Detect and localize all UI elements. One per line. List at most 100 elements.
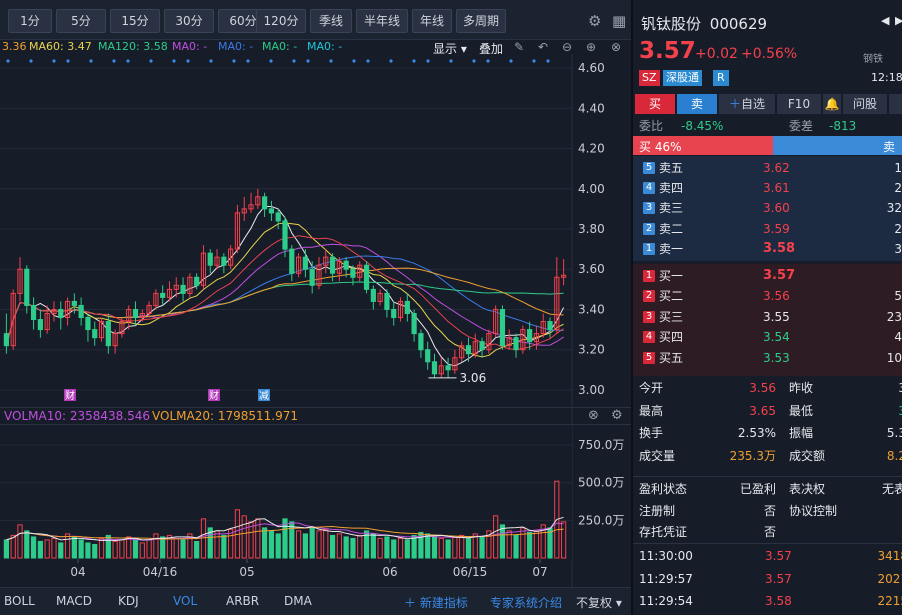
volume-bar [153,533,159,559]
sell-button[interactable]: 卖 [677,94,717,114]
bid-row[interactable]: 1 买一 3.57 [633,266,902,286]
bid-row[interactable]: 4 买四 3.54 4 [633,327,902,347]
prev-stock-icon[interactable]: ◀ [881,14,890,27]
period-30min-button[interactable]: 30分 [164,9,214,33]
candle [493,305,499,338]
candle-body [268,208,275,214]
bid-volume: 10 [886,350,902,365]
tab-macd[interactable]: MACD [56,594,92,608]
tab-vol[interactable]: VOL [173,594,198,608]
volume-bar [493,515,499,559]
tab-dma[interactable]: DMA [284,594,312,608]
candle-body [350,268,356,278]
period-5min-button[interactable]: 5分 [56,9,106,33]
candle [248,192,254,213]
ask-row[interactable]: 1 卖一 3.58 3 [633,239,902,259]
connect-tag[interactable]: 深股通 [663,70,702,86]
candle-body [98,321,105,339]
stock-name: 钒钛股份 [641,15,702,33]
candle-body [207,252,213,266]
candle [363,261,370,294]
candle-body [58,308,64,319]
candle-body [234,212,241,250]
gear-icon[interactable]: ⚙ [588,12,602,30]
candle-body [343,260,349,270]
candle [343,257,349,278]
add-watchlist-button[interactable]: ＋自选 [719,94,775,114]
bell-icon[interactable]: 🔔 [823,94,841,114]
grid-icon[interactable]: ▦ [612,12,627,30]
more-button[interactable] [889,94,902,114]
new-indicator-button[interactable]: ＋ 新建指标 [404,596,468,610]
display-menu[interactable]: 显示 ▾ [433,42,467,56]
zoom-in-icon[interactable]: ⊕ [586,40,597,54]
price-grid [0,54,631,587]
volume-bar [391,539,397,559]
period-halfyear-button[interactable]: 半年线 [356,9,408,33]
close-icon[interactable]: ⊗ [588,408,599,423]
volume-bar [139,542,145,559]
profile-label: 协议控制 [789,503,838,518]
period-quarter-button[interactable]: 季线 [310,9,352,33]
volume-bar [506,530,512,559]
candle [289,245,295,282]
tab-boll[interactable]: BOLL [4,594,35,608]
weibi-row: 委比 -8.45% 委差 -813 [633,116,902,136]
overlay-button[interactable]: 叠加 [479,42,504,56]
candle [350,265,356,286]
candle-body [486,333,492,351]
candle [513,333,519,358]
bid-row[interactable]: 5 买五 3.53 10 [633,348,902,368]
candle [316,257,322,290]
event-marker[interactable]: 财 [208,389,220,402]
ask-stock-button[interactable]: 问股 [843,94,887,114]
event-dot [389,59,393,63]
tick-price: 3.57 [765,549,792,563]
ask-row[interactable]: 2 卖二 3.59 2 [633,219,902,239]
price-tick-label: 4.00 [578,182,605,196]
candle-body [51,308,57,314]
candle-body [479,341,485,351]
adjust-select[interactable]: 不复权 ▾ [576,596,622,610]
ask-row[interactable]: 5 卖五 3.62 1 [633,158,902,178]
volume-tick-label: 250.0万 [578,513,624,527]
event-dot [486,59,490,63]
bid-row[interactable]: 2 买二 3.56 5 [633,286,902,306]
indicator-tabbar: BOLL MACD KDJ VOL ARBR DMA ＋ 新建指标 专家系统介绍… [0,587,631,615]
tab-kdj[interactable]: KDJ [118,594,139,608]
undo-icon[interactable]: ↶ [538,40,549,54]
ask-volume: 1 [894,161,902,175]
kline-chart[interactable]: 4.60 4.40 4.20 4.00 3.80 3.60 3.40 3.20 3.00 3.06… [0,54,631,587]
next-stock-icon[interactable]: ▶ [895,14,902,27]
ask-row[interactable]: 4 卖四 3.61 2 [633,178,902,198]
stat-label: 最高 [639,403,664,418]
brush-icon[interactable]: ✎ [514,40,525,54]
volume-bar [472,533,478,559]
tick-row: 11:29:54 3.58 2215 [633,591,902,611]
period-120min-button[interactable]: 120分 [256,9,306,33]
close-icon[interactable]: ⊗ [611,40,622,54]
period-15min-button[interactable]: 15分 [110,9,160,33]
gear-icon[interactable]: ⚙ [611,408,623,423]
buy-button[interactable]: 买 [635,94,675,114]
event-marker[interactable]: 财 [64,389,76,402]
market-tag: SZ [639,70,660,86]
ask-row[interactable]: 3 卖三 3.60 32 [633,198,902,218]
volume-bar [78,539,84,559]
event-marker[interactable]: 减 [258,389,270,402]
period-year-button[interactable]: 年线 [412,9,452,33]
candle [384,289,390,318]
zoom-out-icon[interactable]: ⊖ [562,40,573,54]
volume-bar [180,539,186,559]
f10-button[interactable]: F10 [777,94,821,114]
axis-labels: 4.60 4.40 4.20 4.00 3.80 3.60 3.40 3.20 3.00 3.06… [70,61,624,579]
candle-body [520,329,526,351]
expert-system-link[interactable]: 专家系统介绍 [490,596,563,610]
period-multi-button[interactable]: 多周期 [456,9,506,33]
sell-ratio-bar: 卖 5 [773,136,902,169]
adjust-label: 不复权 [576,596,613,610]
period-1min-button[interactable]: 1分 [8,9,52,33]
bid-row[interactable]: 3 买三 3.55 23 [633,307,902,327]
tab-arbr[interactable]: ARBR [226,594,260,608]
